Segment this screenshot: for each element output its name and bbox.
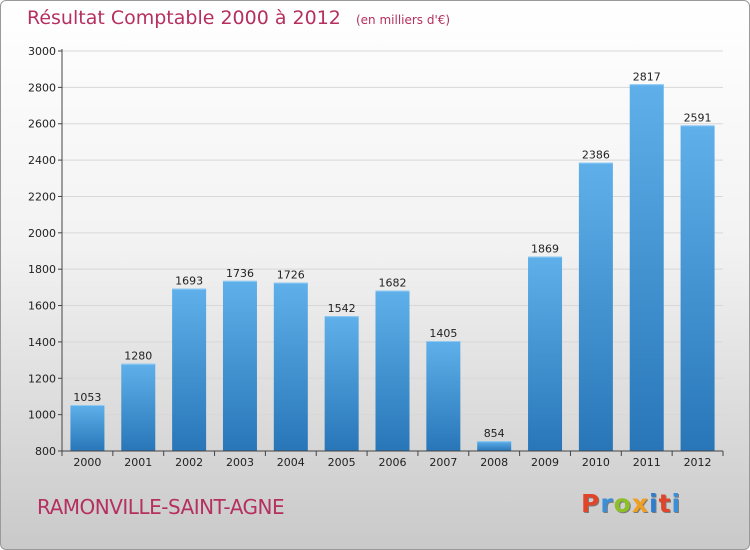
bar-value-label: 1280 <box>124 350 152 363</box>
bar-value-label: 1869 <box>531 243 559 256</box>
y-tick-label: 1600 <box>28 300 56 313</box>
bar <box>426 341 461 451</box>
x-tick-label: 2012 <box>684 456 712 469</box>
bar-value-label: 1736 <box>226 267 254 280</box>
x-tick-label: 2011 <box>633 456 661 469</box>
logo-letter: t <box>658 489 672 518</box>
logo-letter: o <box>613 489 632 518</box>
x-tick-label: 2002 <box>175 456 203 469</box>
city-name: RAMONVILLE-SAINT-AGNE <box>37 495 285 519</box>
y-tick-label: 2800 <box>28 81 56 94</box>
x-tick-label: 2008 <box>480 456 508 469</box>
bar <box>121 363 156 451</box>
y-tick-label: 1000 <box>28 409 56 422</box>
chart-subtitle: (en milliers d'€) <box>355 13 451 27</box>
chart-header: Résultat Comptable 2000 à 2012 (en milli… <box>27 7 450 29</box>
y-tick-label: 2400 <box>28 154 56 167</box>
x-tick-label: 2000 <box>73 456 101 469</box>
y-tick-label: 2200 <box>28 190 56 203</box>
bar <box>222 280 257 451</box>
bar-value-label: 1542 <box>328 302 356 315</box>
logo-letter: x <box>631 489 649 518</box>
logo-letter: i <box>649 489 659 518</box>
axes <box>58 49 724 456</box>
y-tick-label: 800 <box>35 445 56 458</box>
y-tick-label: 1800 <box>28 263 56 276</box>
y-tick-label: 1400 <box>28 336 56 349</box>
bar <box>477 441 512 451</box>
x-tick-label: 2005 <box>328 456 356 469</box>
bar-value-label: 1693 <box>175 275 203 288</box>
bar-value-label: 2386 <box>582 149 610 162</box>
bar <box>629 84 664 451</box>
x-tick-label: 2006 <box>379 456 407 469</box>
x-tick-label: 2003 <box>226 456 254 469</box>
chart-title: Résultat Comptable 2000 à 2012 <box>27 7 341 29</box>
bar <box>324 316 359 451</box>
logo-letter: i <box>671 489 682 518</box>
bar-value-label: 2591 <box>684 111 712 124</box>
bar-value-label: 2817 <box>633 70 661 83</box>
bar <box>172 288 207 451</box>
proxiti-logo: Proxiti <box>581 489 681 518</box>
logo-letter: r <box>600 489 614 518</box>
bar-value-label: 1405 <box>429 327 457 340</box>
bar-value-label: 1053 <box>73 391 101 404</box>
bar <box>578 162 613 452</box>
x-tick-label: 2007 <box>429 456 457 469</box>
y-tick-label: 2000 <box>28 227 56 240</box>
x-tick-label: 2004 <box>277 456 305 469</box>
y-tick-label: 1200 <box>28 372 56 385</box>
bar <box>273 282 308 451</box>
bar <box>680 125 715 451</box>
bars <box>70 84 715 452</box>
bar <box>70 405 105 451</box>
bar-value-label: 1682 <box>379 277 407 290</box>
bar-value-label: 854 <box>484 427 505 440</box>
logo-letter: P <box>581 489 601 518</box>
labels: 800 1000 1200 1400 1600 1800 2000 2200 2400 2600 2… <box>28 45 712 469</box>
bar-value-label: 1726 <box>277 269 305 282</box>
bar <box>375 290 410 451</box>
x-tick-label: 2001 <box>124 456 152 469</box>
bar <box>528 256 563 451</box>
x-tick-label: 2010 <box>582 456 610 469</box>
x-tick-label: 2009 <box>531 456 559 469</box>
y-tick-label: 3000 <box>28 45 56 58</box>
y-tick-label: 2600 <box>28 118 56 131</box>
